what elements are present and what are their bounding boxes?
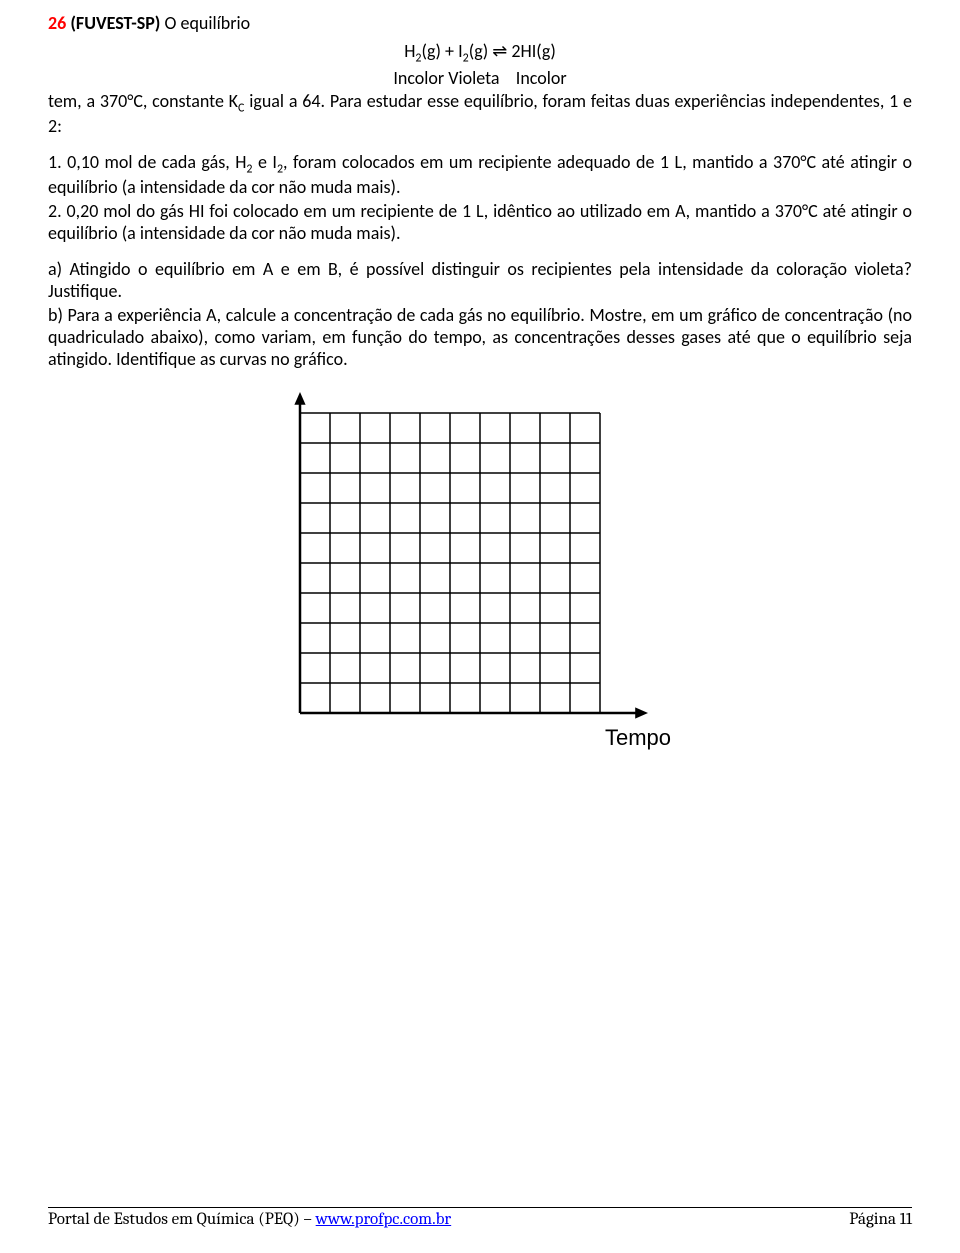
paragraph-item-a: a) Atingido o equilíbrio em A e em B, é … (48, 259, 912, 303)
paragraph-item-b: b) Para a experiência A, calcule a conce… (48, 305, 912, 371)
question-header: 26 (FUVEST-SP) O equilíbrio (48, 12, 912, 34)
grid-svg: Tempo (260, 385, 700, 765)
page-footer: Portal de Estudos em Química (PEQ) – www… (48, 1207, 912, 1229)
footer-link[interactable]: www.profpc.com.br (316, 1210, 452, 1229)
blank-grid-chart: Tempo (260, 385, 700, 770)
paragraph-exp2: 2. 0,20 mol do gás HI foi colocado em um… (48, 201, 912, 245)
svg-text:Tempo: Tempo (605, 725, 671, 750)
footer-left: Portal de Estudos em Química (PEQ) – www… (48, 1210, 451, 1229)
equation-labels: Incolor Violeta Incolor (48, 67, 912, 90)
question-intro: O equilíbrio (165, 12, 251, 34)
question-source: (FUVEST-SP) (70, 12, 160, 34)
equation-line: H2(g) + I2(g) ⇌ 2HI(g) (48, 40, 912, 67)
question-number: 26 (48, 12, 66, 34)
paragraph-context: tem, a 370°C, constante KC igual a 64. P… (48, 91, 912, 138)
paragraph-exp1: 1. 0,10 mol de cada gás, H2 e I2, foram … (48, 152, 912, 199)
footer-left-text: Portal de Estudos em Química (PEQ) – (48, 1210, 316, 1229)
footer-page-number: Página 11 (849, 1210, 912, 1229)
equation-block: H2(g) + I2(g) ⇌ 2HI(g) Incolor Violeta I… (48, 40, 912, 89)
chart-container: Tempo (48, 385, 912, 770)
